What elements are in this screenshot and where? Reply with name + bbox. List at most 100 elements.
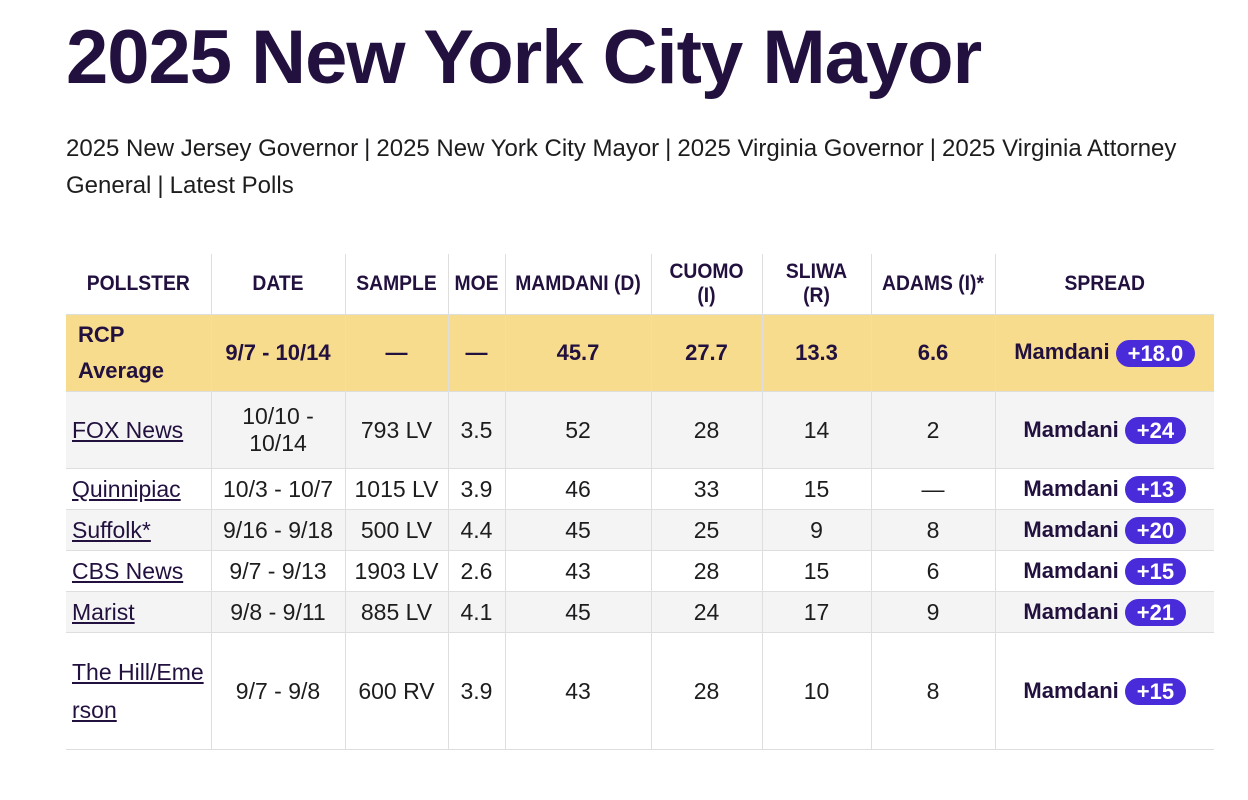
date-cell: 9/16 - 9/18	[211, 509, 346, 551]
adams-cell: —	[871, 468, 996, 510]
sample-cell: 1015 LV	[345, 468, 449, 510]
spread-cell: Mamdani +15	[995, 550, 1214, 592]
spread-cell: Mamdani +21	[995, 591, 1214, 633]
sliwa-cell: 17	[762, 591, 872, 633]
average-mamdani: 45.7	[505, 314, 652, 392]
column-header-cuomo[interactable]: CUOMO (I)	[655, 254, 759, 315]
sample-cell: 500 LV	[345, 509, 449, 551]
average-date: 9/7 - 10/14	[211, 314, 346, 392]
spread-badge: +21	[1124, 599, 1187, 627]
moe-cell: 2.6	[448, 550, 506, 592]
pollster-link-suffolk[interactable]: Suffolk*	[72, 516, 151, 543]
cuomo-cell: 28	[651, 391, 763, 469]
polls-table: POLLSTER DATE SAMPLE MOE MAMDANI (D) CUO…	[66, 254, 1214, 750]
column-header-date[interactable]: DATE	[216, 254, 341, 315]
table-row: The Hill/Emerson 9/7 - 9/8 600 RV 3.9 43…	[66, 632, 1214, 750]
sliwa-cell: 9	[762, 509, 872, 551]
cuomo-cell: 24	[651, 591, 763, 633]
sample-cell: 885 LV	[345, 591, 449, 633]
moe-cell: 3.9	[448, 632, 506, 750]
average-sample: —	[345, 314, 449, 392]
nav-link-va-governor[interactable]: 2025 Virginia Governor	[677, 135, 924, 162]
column-header-pollster[interactable]: POLLSTER	[71, 254, 206, 315]
moe-cell: 4.4	[448, 509, 506, 551]
sliwa-cell: 15	[762, 550, 872, 592]
pollster-cell: CBS News	[66, 550, 212, 592]
spread-badge: +13	[1124, 476, 1187, 504]
column-header-sliwa[interactable]: SLIWA (R)	[766, 254, 868, 315]
spread-cell: Mamdani +13	[995, 468, 1214, 510]
column-header-moe[interactable]: MOE	[450, 254, 504, 315]
sample-cell: 793 LV	[345, 391, 449, 469]
spread-leader: Mamdani	[1023, 516, 1119, 542]
spread-leader: Mamdani	[1023, 475, 1119, 501]
pollster-cell: Suffolk*	[66, 509, 212, 551]
average-spread: Mamdani +18.0	[995, 314, 1214, 392]
spread-leader: Mamdani	[1014, 339, 1110, 365]
table-row: Quinnipiac 10/3 - 10/7 1015 LV 3.9 46 33…	[66, 468, 1214, 510]
table-header-row: POLLSTER DATE SAMPLE MOE MAMDANI (D) CUO…	[66, 254, 1214, 315]
spread-cell: Mamdani +15	[995, 632, 1214, 750]
moe-cell: 3.9	[448, 468, 506, 510]
spread-leader: Mamdani	[1023, 557, 1119, 583]
page-title: 2025 New York City Mayor	[66, 15, 982, 100]
adams-cell: 8	[871, 509, 996, 551]
table-row: Marist 9/8 - 9/11 885 LV 4.1 45 24 17 9 …	[66, 591, 1214, 633]
nav-separator: |	[157, 172, 164, 199]
date-cell: 10/3 - 10/7	[211, 468, 346, 510]
pollster-link-cbs-news[interactable]: CBS News	[72, 557, 184, 584]
pollster-link-fox-news[interactable]: FOX News	[72, 416, 184, 443]
moe-cell: 3.5	[448, 391, 506, 469]
nav-link-nj-governor[interactable]: 2025 New Jersey Governor	[66, 135, 359, 162]
mamdani-cell: 45	[505, 509, 652, 551]
pollster-link-marist[interactable]: Marist	[72, 598, 135, 625]
sample-cell: 1903 LV	[345, 550, 449, 592]
mamdani-cell: 43	[505, 632, 652, 750]
cuomo-cell: 25	[651, 509, 763, 551]
table-row: CBS News 9/7 - 9/13 1903 LV 2.6 43 28 15…	[66, 550, 1214, 592]
adams-cell: 2	[871, 391, 996, 469]
average-pollster: RCP Average	[66, 314, 212, 392]
average-moe: —	[448, 314, 506, 392]
pollster-link-quinnipiac[interactable]: Quinnipiac	[72, 475, 181, 502]
nav-link-va-attorney-general[interactable]: 2025 Virginia Attorney General	[66, 135, 1177, 199]
rcp-average-row: RCP Average 9/7 - 10/14 — — 45.7 27.7 13…	[66, 314, 1214, 392]
pollster-cell: Marist	[66, 591, 212, 633]
sliwa-cell: 15	[762, 468, 872, 510]
mamdani-cell: 52	[505, 391, 652, 469]
adams-cell: 9	[871, 591, 996, 633]
mamdani-cell: 43	[505, 550, 652, 592]
spread-badge: +24	[1124, 417, 1187, 445]
spread-cell: Mamdani +20	[995, 509, 1214, 551]
column-header-adams[interactable]: ADAMS (I)*	[875, 254, 991, 315]
column-header-spread[interactable]: SPREAD	[1003, 254, 1206, 315]
sliwa-cell: 10	[762, 632, 872, 750]
date-cell: 9/7 - 9/8	[211, 632, 346, 750]
nav-separator: |	[929, 135, 937, 162]
spread-leader: Mamdani	[1023, 598, 1119, 624]
average-cuomo: 27.7	[651, 314, 763, 392]
cuomo-cell: 28	[651, 550, 763, 592]
nav-link-nyc-mayor[interactable]: 2025 New York City Mayor	[376, 135, 660, 162]
table-row: Suffolk* 9/16 - 9/18 500 LV 4.4 45 25 9 …	[66, 509, 1214, 551]
mamdani-cell: 46	[505, 468, 652, 510]
column-header-sample[interactable]: SAMPLE	[349, 254, 445, 315]
sliwa-cell: 14	[762, 391, 872, 469]
pollster-link-the-hill-emerson[interactable]: The Hill/Emerson	[72, 659, 204, 723]
mamdani-cell: 45	[505, 591, 652, 633]
date-cell: 9/7 - 9/13	[211, 550, 346, 592]
date-cell: 9/8 - 9/11	[211, 591, 346, 633]
spread-badge: +15	[1124, 558, 1187, 586]
column-header-mamdani[interactable]: MAMDANI (D)	[510, 254, 646, 315]
adams-cell: 6	[871, 550, 996, 592]
nav-link-latest-polls[interactable]: Latest Polls	[169, 172, 294, 199]
pollster-cell: FOX News	[66, 391, 212, 469]
date-cell: 10/10 - 10/14	[211, 391, 346, 469]
pollster-cell: The Hill/Emerson	[66, 632, 212, 750]
average-adams: 6.6	[871, 314, 996, 392]
table-row: FOX News 10/10 - 10/14 793 LV 3.5 52 28 …	[66, 391, 1214, 469]
adams-cell: 8	[871, 632, 996, 750]
nav-separator: |	[364, 135, 371, 162]
pollster-cell: Quinnipiac	[66, 468, 212, 510]
